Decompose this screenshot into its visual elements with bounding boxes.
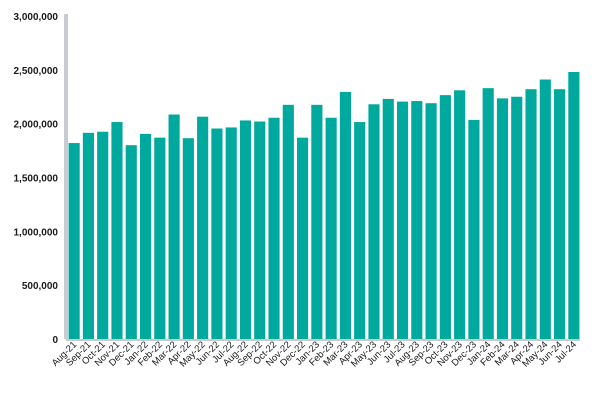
bar-Apr-24 [525,89,537,340]
bar-Sep-23 [425,103,437,340]
y-tick-label: 500,000 [22,281,59,292]
bar-Nov-23 [454,90,466,339]
y-tick-label: 2,000,000 [14,120,59,131]
bar-Oct-22 [268,117,280,340]
bar-Sep-22 [254,121,266,339]
bar-Apr-23 [354,122,366,339]
bar-Aug-22 [239,120,252,339]
bar-Jul-23 [396,101,409,339]
bar-Jan-24 [482,88,494,339]
bar-Oct-21 [97,131,109,339]
bar-Jun-23 [382,98,394,340]
bar-May-24 [539,79,551,340]
y-axis: 0 500,000 1,000,000 1,500,000 2,000,000 2,500… [14,12,68,346]
y-tick-label: 1,500,000 [14,174,59,185]
bar-Feb-22 [154,137,166,339]
bars [68,71,580,340]
y-tick-label: 2,500,000 [14,66,59,77]
bar-Mar-23 [339,91,351,339]
bar-Feb-24 [496,98,509,340]
bar-Dec-22 [297,137,309,339]
bar-Dec-23 [468,119,480,340]
y-tick-label: 3,000,000 [14,12,59,23]
bar-Jun-24 [554,89,566,340]
bar-Mar-22 [168,114,180,340]
bar-Mar-24 [511,96,523,339]
bar-Oct-23 [439,95,451,339]
bar-Jun-22 [211,128,223,339]
y-tick-label: 1,000,000 [14,227,59,238]
x-axis: Aug-21Sep-21Oct-21Nov-21Dec-21Jan-22Feb-… [50,339,580,370]
bar-Aug-23 [411,101,423,339]
bar-May-22 [197,116,209,339]
bar-Jan-23 [311,104,323,339]
bar-Feb-23 [325,117,337,340]
bar-Nov-22 [282,104,294,339]
bar-Jul-22 [225,127,237,339]
y-tick-label: 0 [52,335,58,346]
bar-Nov-21 [111,122,123,339]
bar-Aug-21 [68,143,80,339]
bar-Sep-21 [82,132,94,339]
bar-Apr-22 [182,138,194,339]
bar-Jul-24 [568,71,580,340]
bar-Dec-21 [125,145,137,339]
bar-Jan-22 [139,133,152,339]
bar-May-23 [368,104,380,339]
